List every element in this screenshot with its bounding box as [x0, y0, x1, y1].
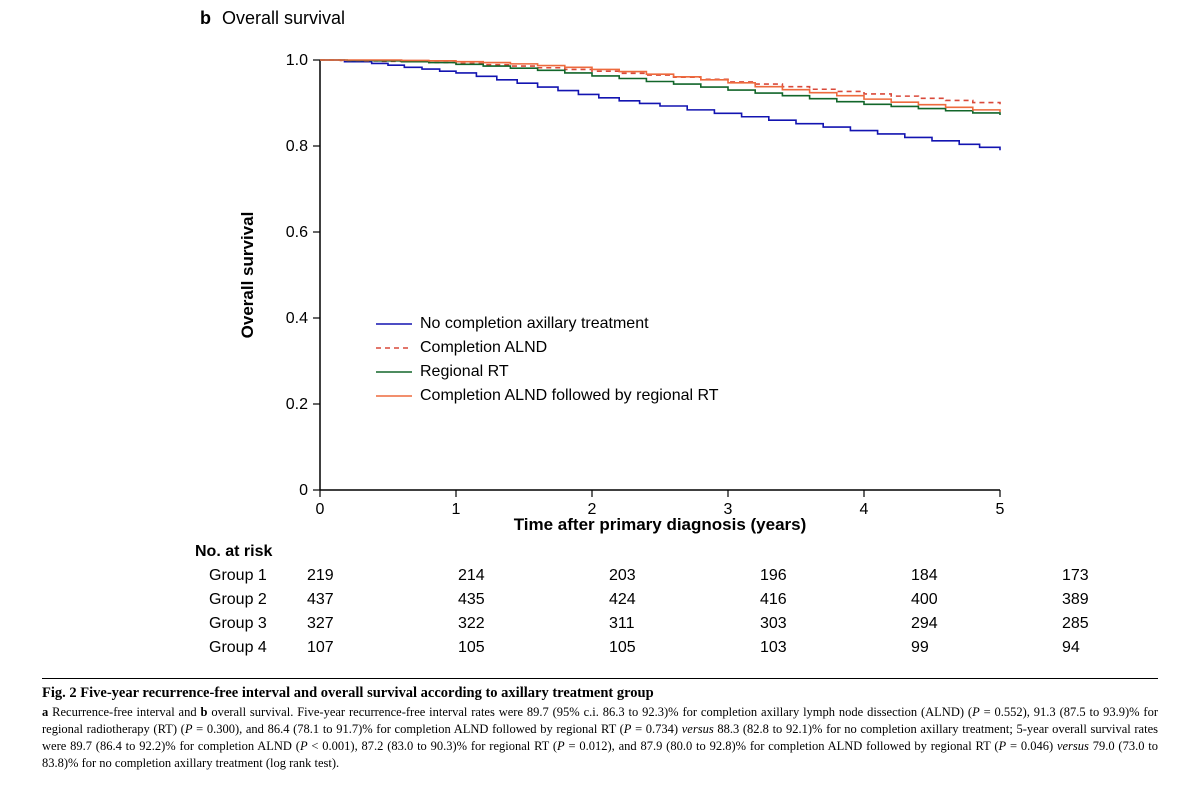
legend-label: No completion axillary treatment [420, 315, 649, 333]
legend-swatch-icon [376, 341, 412, 355]
risk-cell: 437 [293, 591, 444, 609]
risk-row: Group 3327322311303294285 [195, 612, 1199, 636]
risk-cell: 294 [897, 615, 1048, 633]
risk-cell: 311 [595, 615, 746, 633]
risk-cell: 94 [1048, 639, 1199, 657]
risk-cell: 214 [444, 567, 595, 585]
risk-cell: 196 [746, 567, 897, 585]
risk-cell: 203 [595, 567, 746, 585]
caption-title: Fig. 2 Five-year recurrence-free interva… [42, 685, 1158, 702]
risk-table: No. at risk Group 1219214203196184173Gro… [195, 543, 1199, 660]
x-axis-title: Time after primary diagnosis (years) [320, 515, 1000, 535]
risk-row: Group 2437435424416400389 [195, 588, 1199, 612]
risk-cell: 416 [746, 591, 897, 609]
risk-cell: 107 [293, 639, 444, 657]
risk-cell: 435 [444, 591, 595, 609]
risk-cell: 99 [897, 639, 1048, 657]
figure-container: b Overall survival Overall survival 00.2… [0, 0, 1200, 805]
svg-text:0.4: 0.4 [286, 310, 308, 327]
svg-text:0.6: 0.6 [286, 224, 308, 241]
panel-letter: b [200, 8, 211, 28]
svg-text:0: 0 [299, 482, 308, 499]
panel-title-text: Overall survival [222, 8, 345, 28]
legend-item-group1: No completion axillary treatment [376, 312, 719, 336]
chart-svg: 00.20.40.60.81.0012345 [320, 60, 1000, 490]
risk-cell: 285 [1048, 615, 1199, 633]
legend-item-group2: Completion ALND [376, 336, 719, 360]
risk-cell: 327 [293, 615, 444, 633]
risk-cell: 173 [1048, 567, 1199, 585]
risk-cell: 303 [746, 615, 897, 633]
risk-cell: 322 [444, 615, 595, 633]
legend-label: Completion ALND [420, 339, 547, 357]
legend-item-group4: Completion ALND followed by regional RT [376, 384, 719, 408]
legend: No completion axillary treatment Completi… [376, 312, 719, 408]
legend-swatch-icon [376, 389, 412, 403]
risk-row-label: Group 4 [195, 639, 293, 657]
legend-swatch-icon [376, 365, 412, 379]
figure-caption: Fig. 2 Five-year recurrence-free interva… [42, 678, 1158, 772]
svg-text:1.0: 1.0 [286, 52, 308, 69]
legend-label: Regional RT [420, 363, 509, 381]
y-axis-title: Overall survival [238, 60, 258, 490]
panel-label: b Overall survival [200, 8, 345, 29]
risk-cell: 105 [444, 639, 595, 657]
risk-row-label: Group 1 [195, 567, 293, 585]
risk-cell: 219 [293, 567, 444, 585]
caption-body: a Recurrence-free interval and b overall… [42, 704, 1158, 772]
risk-cell: 184 [897, 567, 1048, 585]
risk-row: Group 1219214203196184173 [195, 564, 1199, 588]
svg-text:0.8: 0.8 [286, 138, 308, 155]
risk-row-label: Group 3 [195, 615, 293, 633]
risk-table-header: No. at risk [195, 543, 1199, 561]
risk-row: Group 41071051051039994 [195, 636, 1199, 660]
risk-cell: 105 [595, 639, 746, 657]
risk-cell: 424 [595, 591, 746, 609]
risk-cell: 400 [897, 591, 1048, 609]
survival-chart: 00.20.40.60.81.0012345 [320, 60, 1000, 490]
svg-text:0.2: 0.2 [286, 396, 308, 413]
risk-cell: 389 [1048, 591, 1199, 609]
risk-row-label: Group 2 [195, 591, 293, 609]
legend-label: Completion ALND followed by regional RT [420, 387, 719, 405]
legend-swatch-icon [376, 317, 412, 331]
risk-cell: 103 [746, 639, 897, 657]
legend-item-group3: Regional RT [376, 360, 719, 384]
